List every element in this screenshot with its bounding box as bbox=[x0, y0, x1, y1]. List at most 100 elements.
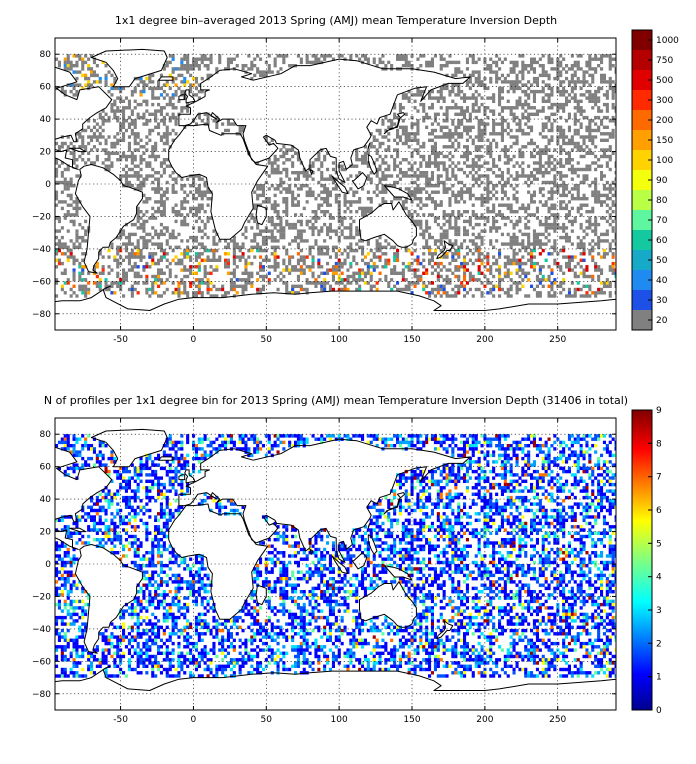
data-cell bbox=[481, 174, 484, 177]
data-cell bbox=[612, 152, 615, 155]
data-cell bbox=[207, 278, 210, 281]
data-cell bbox=[177, 288, 180, 291]
data-cell bbox=[212, 268, 215, 271]
data-cell bbox=[495, 174, 498, 177]
data-cell bbox=[125, 129, 128, 132]
data-cell bbox=[317, 229, 320, 232]
data-cell bbox=[437, 174, 440, 177]
data-cell bbox=[486, 152, 489, 155]
data-cell bbox=[105, 281, 108, 284]
data-cell bbox=[183, 252, 186, 255]
data-cell bbox=[539, 294, 542, 297]
data-cell bbox=[300, 255, 303, 258]
data-cell bbox=[166, 197, 169, 200]
data-cell bbox=[454, 106, 457, 109]
data-cell bbox=[282, 210, 285, 213]
data-cell bbox=[96, 265, 99, 268]
data-cell bbox=[492, 158, 495, 161]
data-cell bbox=[204, 268, 207, 271]
data-cell bbox=[294, 171, 297, 174]
data-cell bbox=[437, 246, 440, 249]
data-cell bbox=[405, 54, 408, 57]
data-cell bbox=[583, 285, 586, 288]
data-cell bbox=[110, 161, 113, 164]
data-cell bbox=[533, 438, 536, 441]
data-cell bbox=[303, 174, 306, 177]
data-cell bbox=[504, 204, 507, 207]
data-cell bbox=[309, 187, 312, 190]
data-cell bbox=[559, 265, 562, 268]
data-cell bbox=[151, 74, 154, 77]
data-cell bbox=[67, 434, 70, 437]
data-cell bbox=[536, 109, 539, 112]
data-cell bbox=[244, 281, 247, 284]
data-cell bbox=[425, 64, 428, 67]
data-cell bbox=[469, 191, 472, 194]
data-cell bbox=[603, 285, 606, 288]
data-cell bbox=[562, 90, 565, 93]
data-cell bbox=[440, 54, 443, 57]
data-cell bbox=[419, 226, 422, 229]
data-cell bbox=[169, 174, 172, 177]
data-cell bbox=[448, 262, 451, 265]
data-cell bbox=[102, 119, 105, 122]
data-cell bbox=[236, 291, 239, 294]
data-cell bbox=[277, 288, 280, 291]
data-cell bbox=[271, 165, 274, 168]
data-cell bbox=[414, 281, 417, 284]
data-cell bbox=[73, 291, 76, 294]
data-cell bbox=[157, 246, 160, 249]
data-cell bbox=[533, 67, 536, 70]
data-cell bbox=[539, 191, 542, 194]
data-cell bbox=[402, 204, 405, 207]
data-cell bbox=[414, 194, 417, 197]
data-cell bbox=[177, 100, 180, 103]
data-cell bbox=[448, 152, 451, 155]
data-cell bbox=[565, 70, 568, 73]
data-cell bbox=[527, 96, 530, 99]
data-cell bbox=[559, 93, 562, 96]
data-cell bbox=[198, 229, 201, 232]
data-cell bbox=[309, 61, 312, 64]
data-cell bbox=[140, 116, 143, 119]
data-cell bbox=[247, 255, 250, 258]
data-cell bbox=[332, 161, 335, 164]
data-cell bbox=[102, 122, 105, 125]
data-cell bbox=[306, 54, 309, 57]
data-cell bbox=[609, 265, 612, 268]
data-cell bbox=[274, 171, 277, 174]
data-cell bbox=[516, 74, 519, 77]
data-cell bbox=[183, 285, 186, 288]
data-cell bbox=[559, 54, 562, 57]
data-cell bbox=[349, 275, 352, 278]
data-cell bbox=[457, 233, 460, 236]
data-cell bbox=[198, 288, 201, 291]
data-cell bbox=[154, 281, 157, 284]
data-cell bbox=[277, 213, 280, 216]
data-cell bbox=[384, 262, 387, 265]
data-cell bbox=[443, 100, 446, 103]
data-cell bbox=[215, 438, 218, 441]
data-cell bbox=[198, 191, 201, 194]
data-cell bbox=[379, 259, 382, 262]
data-cell bbox=[507, 197, 510, 200]
data-cell bbox=[259, 74, 262, 77]
data-cell bbox=[454, 275, 457, 278]
data-cell bbox=[416, 109, 419, 112]
data-cell bbox=[597, 191, 600, 194]
data-cell bbox=[207, 216, 210, 219]
data-cell bbox=[148, 252, 151, 255]
data-cell bbox=[180, 239, 183, 242]
data-cell bbox=[571, 135, 574, 138]
data-cell bbox=[466, 126, 469, 129]
data-cell bbox=[565, 158, 568, 161]
data-cell bbox=[472, 184, 475, 187]
data-cell bbox=[609, 119, 612, 122]
data-cell bbox=[565, 236, 568, 239]
data-cell bbox=[180, 223, 183, 226]
data-cell bbox=[70, 64, 73, 67]
data-cell bbox=[262, 236, 265, 239]
data-cell bbox=[282, 200, 285, 203]
data-cell bbox=[475, 96, 478, 99]
data-cell bbox=[215, 259, 218, 262]
